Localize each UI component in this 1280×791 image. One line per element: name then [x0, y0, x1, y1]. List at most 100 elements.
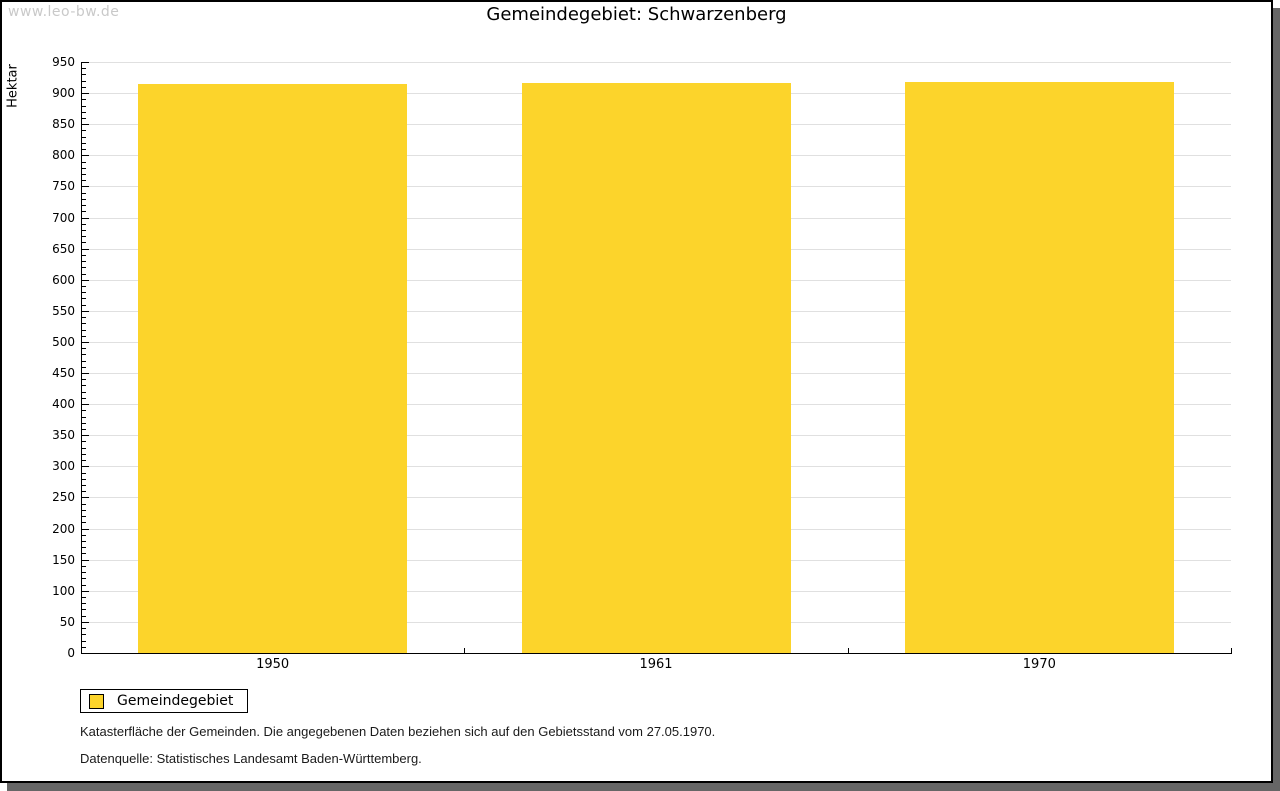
y-minor-tick — [82, 68, 86, 70]
y-tick-label: 800 — [52, 148, 75, 163]
y-minor-tick — [82, 460, 86, 462]
x-boundary-tick — [1231, 648, 1232, 653]
y-major-tick — [82, 590, 89, 592]
chart-plot-area: 0 50 100 150 200 250 300 350 400 450 500 550 600 650 7… — [2, 2, 1271, 781]
y-minor-tick — [82, 485, 86, 487]
footnote-source-note: Katasterfläche der Gemeinden. Die angege… — [80, 724, 716, 739]
y-tick-label: 950 — [52, 55, 75, 69]
y-minor-tick — [82, 522, 86, 524]
y-minor-tick — [82, 640, 86, 642]
y-tick-label: 400 — [52, 397, 75, 412]
y-minor-tick — [82, 317, 86, 319]
y-major-tick — [82, 279, 89, 281]
y-tick-label: 150 — [52, 552, 75, 567]
y-major-tick — [82, 341, 89, 343]
y-minor-tick — [82, 205, 86, 207]
y-minor-tick — [82, 491, 86, 493]
y-tick-label: 250 — [52, 490, 75, 505]
y-tick-label: 200 — [52, 521, 75, 536]
bar-1961 — [521, 82, 791, 653]
y-minor-tick — [82, 603, 86, 605]
y-major-tick — [82, 124, 89, 126]
bar-1970 — [904, 81, 1174, 653]
x-tick-label-1950: 1950 — [256, 657, 290, 672]
y-minor-tick — [82, 348, 86, 350]
y-minor-tick — [82, 416, 86, 418]
y-major-tick — [82, 653, 89, 654]
y-minor-tick — [82, 99, 86, 101]
y-minor-tick — [82, 410, 86, 412]
y-minor-tick — [82, 229, 86, 231]
y-minor-tick — [82, 366, 86, 368]
y-minor-tick — [82, 391, 86, 393]
y-major-tick — [82, 310, 89, 312]
y-major-tick — [82, 404, 89, 406]
legend-swatch-icon — [89, 693, 104, 709]
y-minor-tick — [82, 242, 86, 244]
y-minor-tick — [82, 609, 86, 611]
y-major-tick — [82, 93, 89, 95]
watermark: www.leo-bw.de — [8, 4, 120, 20]
y-major-tick — [82, 466, 89, 468]
x-boundary-tick — [464, 648, 466, 653]
y-minor-tick — [82, 584, 86, 586]
y-minor-tick — [82, 117, 86, 119]
y-minor-tick — [82, 273, 86, 275]
y-minor-tick — [82, 236, 86, 238]
y-minor-tick — [82, 298, 86, 300]
y-axis-line — [81, 62, 82, 654]
y-minor-tick — [82, 379, 86, 381]
y-tick-label: 850 — [52, 117, 75, 132]
y-minor-tick — [82, 572, 86, 574]
legend: Gemeindegebiet — [80, 689, 249, 713]
y-major-tick — [82, 62, 89, 63]
y-minor-tick — [82, 329, 86, 331]
y-minor-tick — [82, 553, 86, 555]
y-minor-tick — [82, 292, 86, 294]
y-minor-tick — [82, 597, 86, 598]
y-minor-tick — [82, 105, 86, 107]
y-minor-tick — [82, 646, 86, 648]
y-major-tick — [82, 528, 89, 530]
y-minor-tick — [82, 335, 86, 337]
y-minor-tick — [82, 180, 86, 182]
y-minor-tick — [82, 74, 86, 76]
y-tick-label: 500 — [52, 334, 75, 349]
x-tick-label-1961: 1961 — [639, 657, 673, 672]
y-minor-tick — [82, 142, 86, 144]
y-minor-tick — [82, 447, 86, 449]
y-major-tick — [82, 373, 89, 375]
y-minor-tick — [82, 547, 86, 549]
y-major-tick — [82, 435, 89, 437]
y-minor-tick — [82, 634, 86, 636]
y-tick-label: 300 — [52, 459, 75, 474]
y-tick-label: 650 — [52, 241, 75, 256]
y-minor-tick — [82, 111, 86, 113]
y-major-tick — [82, 497, 89, 499]
y-major-tick — [82, 621, 89, 623]
x-boundary-tick — [847, 648, 849, 653]
y-minor-tick — [82, 192, 86, 194]
footnote-data-source: Datenquelle: Statistisches Landesamt Bad… — [80, 751, 422, 766]
x-axis-line — [81, 653, 1232, 654]
y-minor-tick — [82, 285, 86, 287]
y-major-tick — [82, 186, 89, 188]
y-minor-tick — [82, 565, 86, 567]
y-minor-tick — [82, 478, 86, 480]
y-minor-tick — [82, 136, 86, 138]
y-minor-tick — [82, 441, 86, 443]
y-major-tick — [82, 248, 89, 250]
y-minor-tick — [82, 354, 86, 356]
y-minor-tick — [82, 509, 86, 511]
y-tick-label: 750 — [52, 179, 75, 194]
y-minor-tick — [82, 261, 86, 263]
y-minor-tick — [82, 472, 86, 474]
gridline — [82, 62, 1231, 63]
y-minor-tick — [82, 628, 86, 630]
y-minor-tick — [82, 422, 86, 424]
y-minor-tick — [82, 130, 86, 132]
y-minor-tick — [82, 198, 86, 200]
chart-title: Gemeindegebiet: Schwarzenberg — [486, 4, 787, 25]
x-tick-label-1970: 1970 — [1022, 657, 1056, 672]
